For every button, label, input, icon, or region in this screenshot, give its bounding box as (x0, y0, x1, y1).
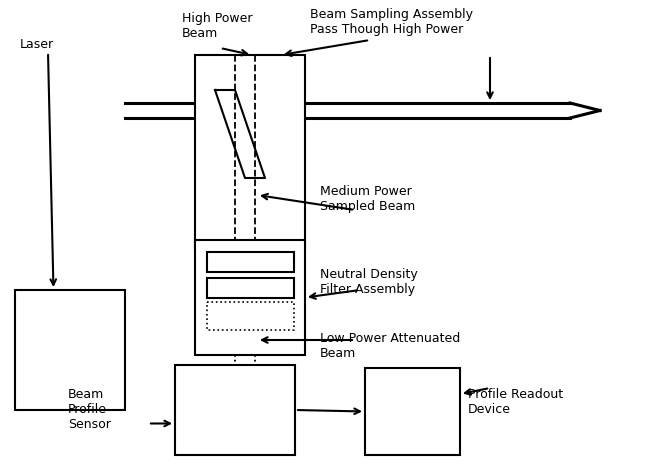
Text: Laser: Laser (20, 38, 54, 51)
Bar (175, 365, 295, 455)
Text: Medium Power
Sampled Beam: Medium Power Sampled Beam (320, 185, 415, 213)
Bar (207, 302, 294, 330)
Text: Profile Readout
Device: Profile Readout Device (468, 388, 563, 416)
Bar (195, 55, 305, 250)
Text: Low Power Attenuated
Beam: Low Power Attenuated Beam (320, 332, 460, 360)
Bar (195, 240, 305, 355)
Text: Neutral Density
Filter Assembly: Neutral Density Filter Assembly (320, 268, 418, 296)
Text: High Power
Beam: High Power Beam (182, 12, 252, 40)
Bar (207, 278, 294, 298)
Bar (15, 290, 125, 410)
Text: Beam
Profile
Sensor: Beam Profile Sensor (68, 388, 111, 431)
Text: Beam Sampling Assembly
Pass Though High Power: Beam Sampling Assembly Pass Though High … (310, 8, 473, 36)
Bar (365, 368, 460, 455)
Bar (207, 252, 294, 272)
